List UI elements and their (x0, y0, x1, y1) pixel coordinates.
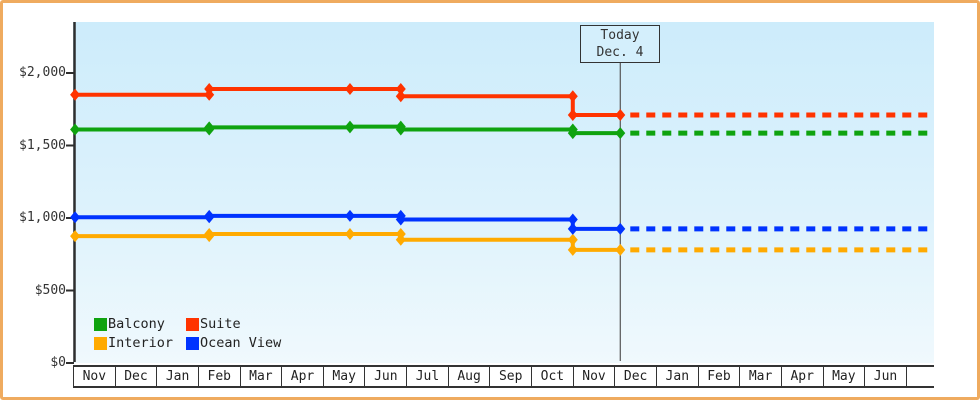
legend-swatch-icon (94, 317, 107, 331)
legend-item-interior: Interior (94, 334, 186, 352)
month-cell: May (324, 367, 366, 386)
price-line-balcony (70, 120, 934, 140)
y-axis-tick-label: $0 (50, 355, 66, 370)
legend-swatch-icon (94, 336, 107, 350)
month-cell: Apr (282, 367, 324, 386)
month-cell: Dec (116, 367, 158, 386)
legend-item-balcony: Balcony (94, 315, 186, 333)
legend-swatch-icon (186, 336, 199, 350)
month-cell: Jul (407, 367, 449, 386)
legend-swatch-icon (186, 317, 199, 331)
price-line-ocean-view (70, 209, 934, 235)
month-cell: Sep (490, 367, 533, 386)
month-cell: May (824, 367, 866, 386)
month-cell: Jun (365, 367, 408, 386)
legend-item-suite: Suite (186, 315, 281, 333)
y-axis-tick-label: $1,500 (19, 137, 66, 153)
legend-label: Interior (108, 335, 174, 351)
month-cell: Feb (199, 367, 241, 386)
price-line-interior (70, 227, 934, 256)
chart-legend: Balcony Suite Interior Ocean View (94, 315, 281, 352)
month-cell: Apr (782, 367, 824, 386)
x-axis-month-row: Nov Dec Jan Feb Mar Apr May Jun Jul Aug Sep Oct Nov D… (73, 365, 934, 388)
legend-label: Ocean View (200, 335, 282, 351)
legend-item-ocean-view: Ocean View (186, 334, 281, 352)
legend-label: Suite (200, 316, 241, 332)
month-cell-blank (907, 367, 934, 386)
month-cell: Nov (74, 367, 116, 386)
y-axis-tick-label: $1,000 (19, 210, 66, 225)
month-cell: Nov (574, 367, 616, 386)
month-cell: Mar (740, 367, 782, 386)
y-axis-tick-label: $2,000 (19, 65, 66, 80)
month-cell: Aug (449, 367, 491, 386)
month-cell: Feb (699, 367, 741, 386)
today-date: Dec. 4 (596, 45, 644, 60)
month-cell: Jan (157, 367, 199, 386)
month-cell: Dec (615, 367, 657, 386)
legend-label: Balcony (108, 316, 165, 332)
month-cell: Mar (241, 367, 283, 386)
y-axis-tick-label: $500 (34, 282, 66, 298)
month-cell: Oct (532, 367, 574, 386)
chart-canvas (66, 22, 934, 364)
month-cell: Jan (657, 367, 699, 386)
price-line-suite (70, 82, 934, 122)
today-label: Today (600, 28, 640, 43)
month-cell: Jun (865, 367, 907, 386)
plot-area-background (73, 22, 934, 363)
today-marker-box: Today Dec. 4 (580, 25, 660, 63)
